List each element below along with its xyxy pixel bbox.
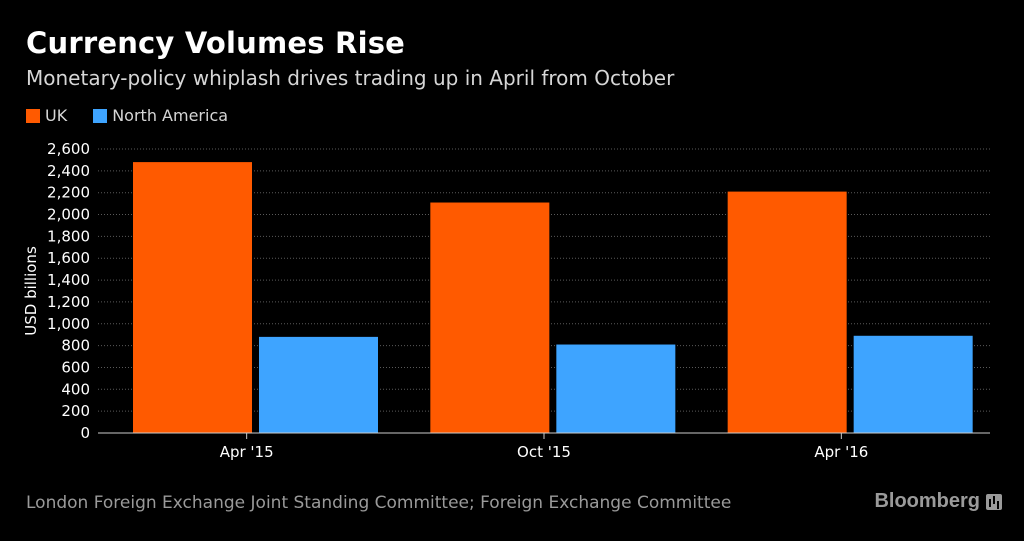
legend-item-north-america: North America	[93, 106, 228, 125]
y-tick-label: 800	[61, 337, 90, 355]
bar-uk	[727, 191, 847, 433]
legend-swatch-uk	[26, 108, 40, 123]
legend: UK North America	[26, 106, 228, 125]
y-tick-label: 0	[80, 424, 90, 442]
x-tick-label: Oct '15	[517, 443, 571, 461]
source-note: London Foreign Exchange Joint Standing C…	[26, 493, 732, 513]
bloomberg-chart-icon	[986, 493, 1002, 510]
bar-uk	[133, 162, 252, 433]
x-tick-label: Apr '15	[220, 443, 274, 461]
bar-uk	[430, 202, 550, 433]
bloomberg-logo: Bloomberg	[874, 490, 1002, 513]
legend-item-uk: UK	[26, 106, 67, 125]
y-tick-label: 2,400	[47, 162, 90, 180]
y-tick-label: 2,200	[47, 184, 90, 202]
legend-label-uk: UK	[45, 106, 68, 125]
bar-north-america	[259, 336, 378, 433]
brand-name: Bloomberg	[874, 490, 980, 512]
y-tick-label: 1,400	[47, 271, 90, 289]
y-tick-label: 600	[61, 358, 90, 376]
y-tick-label: 1,800	[47, 227, 90, 245]
y-tick-label: 200	[61, 402, 90, 420]
y-tick-label: 1,200	[47, 293, 90, 311]
y-tick-label: 1,600	[47, 249, 90, 267]
legend-label-north-america: North America	[112, 106, 229, 125]
y-tick-label: 1,000	[47, 315, 90, 333]
chart-title: Currency Volumes Rise	[26, 26, 406, 60]
chart-subtitle: Monetary-policy whiplash drives trading …	[26, 66, 675, 90]
bar-north-america	[556, 344, 676, 433]
y-tick-label: 400	[61, 380, 90, 398]
legend-swatch-north-america	[93, 108, 108, 123]
y-axis-title: USD billions	[22, 246, 40, 336]
y-tick-label: 2,000	[47, 206, 90, 224]
bar-north-america	[853, 335, 973, 433]
x-tick-label: Apr '16	[814, 443, 868, 461]
y-tick-label: 2,600	[47, 140, 90, 158]
